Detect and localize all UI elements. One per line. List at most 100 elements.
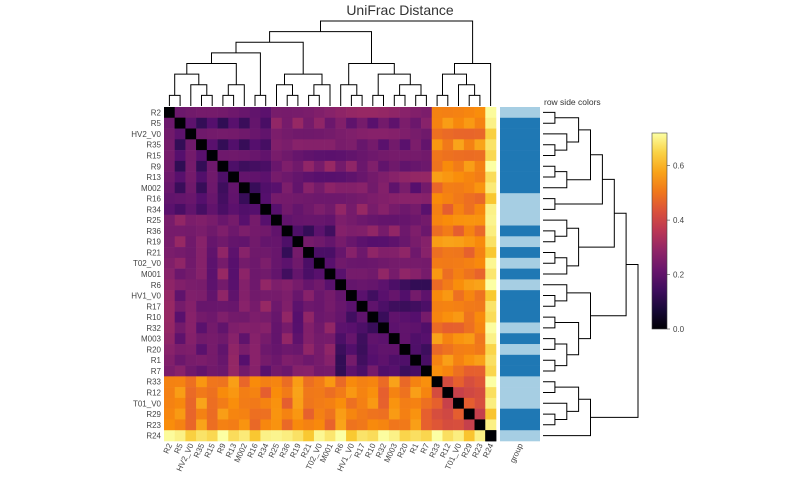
group-cell bbox=[500, 247, 540, 259]
heatmap-cell bbox=[474, 397, 486, 409]
heatmap-cell bbox=[388, 236, 400, 248]
heatmap-cell bbox=[228, 182, 240, 194]
group-column-label: group bbox=[508, 442, 525, 465]
heatmap-cell bbox=[303, 387, 315, 399]
heatmap-cell bbox=[292, 354, 304, 366]
row-label: R12 bbox=[146, 389, 161, 398]
heatmap-cell bbox=[356, 408, 368, 420]
heatmap-cell bbox=[421, 300, 433, 313]
heatmap-cell bbox=[388, 214, 400, 226]
heatmap-cell bbox=[238, 128, 250, 140]
heatmap-cell bbox=[249, 268, 261, 280]
dendrogram-branch bbox=[543, 338, 556, 350]
heatmap-cell bbox=[238, 236, 250, 248]
heatmap-cell bbox=[303, 139, 315, 151]
heatmap-cell bbox=[431, 279, 443, 291]
heatmap-cell bbox=[260, 430, 272, 442]
heatmap-cell bbox=[399, 344, 411, 356]
heatmap-cell bbox=[453, 107, 465, 119]
heatmap-cell bbox=[410, 171, 422, 183]
heatmap-cell bbox=[206, 247, 218, 259]
heatmap-cell bbox=[206, 214, 218, 226]
heatmap-cell bbox=[421, 376, 433, 388]
heatmap-cell bbox=[367, 150, 379, 162]
heatmap-cell bbox=[185, 408, 197, 420]
heatmap-cell bbox=[442, 354, 454, 366]
row-label: M001 bbox=[141, 270, 162, 279]
heatmap-cell bbox=[399, 430, 411, 442]
heatmap-cell bbox=[271, 419, 283, 431]
heatmap-cell bbox=[388, 290, 400, 302]
heatmap-cell bbox=[206, 300, 218, 313]
heatmap-cell bbox=[367, 160, 379, 172]
heatmap-cell bbox=[431, 247, 443, 259]
heatmap-cell bbox=[313, 322, 325, 334]
heatmap-cell bbox=[474, 354, 486, 366]
heatmap-cell bbox=[367, 408, 379, 420]
heatmap-cell bbox=[356, 182, 368, 194]
heatmap-cell bbox=[335, 311, 347, 323]
heatmap-cell bbox=[281, 300, 293, 313]
dendrogram-branch bbox=[284, 73, 323, 85]
row-label: R10 bbox=[146, 313, 161, 322]
heatmap-cell bbox=[399, 128, 411, 140]
heatmap-cell bbox=[378, 214, 390, 226]
heatmap-cell bbox=[206, 408, 218, 420]
heatmap-cell bbox=[367, 225, 379, 237]
heatmap-cell bbox=[271, 333, 283, 345]
heatmap-cell bbox=[281, 387, 293, 399]
heatmap-cell bbox=[399, 397, 411, 409]
heatmap-cell bbox=[217, 365, 229, 377]
heatmap-cell bbox=[281, 117, 293, 129]
heatmap-cell bbox=[388, 354, 400, 366]
heatmap-cell bbox=[335, 182, 347, 194]
heatmap-cell bbox=[431, 225, 443, 237]
heatmap-cell bbox=[410, 139, 422, 151]
chart-title: UniFrac Distance bbox=[346, 2, 454, 18]
heatmap-cell bbox=[281, 225, 293, 237]
row-label: R32 bbox=[146, 324, 161, 333]
heatmap-cell bbox=[238, 311, 250, 323]
heatmap-cell bbox=[421, 225, 433, 237]
heatmap-cell bbox=[206, 225, 218, 237]
heatmap-cell bbox=[453, 203, 465, 216]
heatmap-cell bbox=[485, 311, 497, 323]
heatmap-cell bbox=[356, 344, 368, 356]
heatmap-cell bbox=[335, 430, 347, 442]
heatmap-cell bbox=[453, 344, 465, 356]
heatmap-cell bbox=[388, 344, 400, 356]
row-label: R15 bbox=[146, 151, 161, 160]
heatmap-cell bbox=[378, 333, 390, 345]
heatmap-cell bbox=[431, 419, 443, 431]
heatmap-cell bbox=[346, 160, 358, 172]
heatmap-cell bbox=[249, 160, 261, 172]
heatmap-cell bbox=[474, 193, 486, 205]
heatmap-cell bbox=[313, 225, 325, 237]
heatmap-cell bbox=[356, 322, 368, 334]
heatmap-cell bbox=[238, 430, 250, 442]
group-cell bbox=[500, 430, 540, 442]
heatmap-cell bbox=[453, 290, 465, 302]
heatmap-cell bbox=[346, 268, 358, 280]
heatmap-cell bbox=[410, 203, 422, 216]
heatmap-cell bbox=[281, 139, 293, 151]
heatmap-cell bbox=[238, 376, 250, 388]
heatmap-cell bbox=[206, 311, 218, 323]
heatmap-cell bbox=[174, 279, 186, 291]
heatmap-cell bbox=[271, 268, 283, 280]
heatmap-cell bbox=[399, 279, 411, 291]
heatmap-cell bbox=[260, 128, 272, 140]
heatmap-cell bbox=[271, 107, 283, 119]
heatmap-cell bbox=[185, 203, 197, 216]
heatmap-cell bbox=[474, 128, 486, 140]
heatmap-cell bbox=[292, 365, 304, 377]
heatmap-cell bbox=[485, 139, 497, 151]
heatmap-cell bbox=[292, 193, 304, 205]
heatmap-cell bbox=[431, 268, 443, 280]
dendrogram-branch bbox=[543, 198, 556, 210]
heatmap-cell bbox=[185, 419, 197, 431]
heatmap-cell bbox=[260, 203, 272, 216]
dendrogram-branch bbox=[222, 94, 235, 106]
heatmap-cell bbox=[313, 408, 325, 420]
heatmap-cell bbox=[292, 333, 304, 345]
